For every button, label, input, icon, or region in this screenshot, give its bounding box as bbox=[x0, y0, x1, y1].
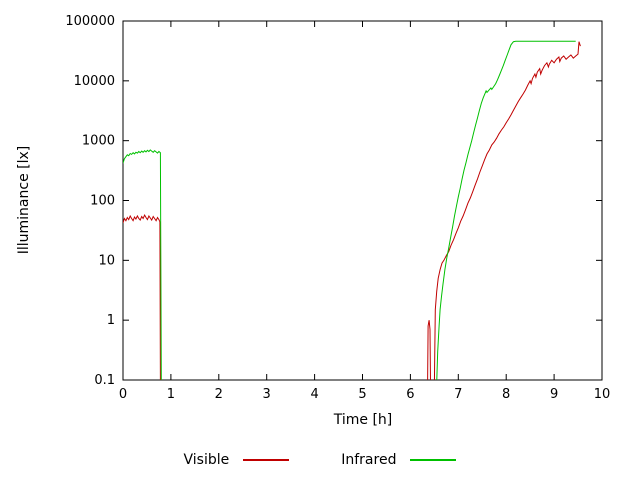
legend-item-visible: Visible bbox=[184, 452, 290, 468]
x-tick-label: 1 bbox=[167, 387, 175, 402]
y-tick-label: 0.1 bbox=[94, 373, 115, 388]
legend-item-infrared: Infrared bbox=[341, 452, 457, 468]
x-tick-label: 3 bbox=[263, 387, 271, 402]
x-tick-label: 4 bbox=[310, 387, 318, 402]
y-tick-label: 1 bbox=[107, 313, 115, 328]
x-tick-label: 0 bbox=[119, 387, 127, 402]
y-tick-label: 100 bbox=[90, 194, 115, 209]
legend-line-visible bbox=[243, 459, 290, 461]
plot-border bbox=[122, 20, 603, 381]
x-tick-label: 7 bbox=[454, 387, 462, 402]
x-tick-label: 6 bbox=[406, 387, 414, 402]
x-tick-label: 9 bbox=[550, 387, 558, 402]
x-tick-label: 2 bbox=[215, 387, 223, 402]
x-axis-title: Time [h] bbox=[333, 412, 393, 428]
series-line-infrared bbox=[123, 40, 576, 380]
legend: Visible Infrared bbox=[0, 452, 640, 468]
legend-label-infrared: Infrared bbox=[341, 452, 397, 468]
y-tick-label: 10 bbox=[98, 253, 115, 268]
x-tick-label: 10 bbox=[594, 387, 611, 402]
y-tick-label: 10000 bbox=[74, 74, 115, 89]
legend-line-infrared bbox=[410, 459, 457, 461]
y-tick-label: 1000 bbox=[82, 134, 115, 149]
x-tick-label: 5 bbox=[358, 387, 366, 402]
legend-label-visible: Visible bbox=[183, 452, 230, 468]
y-axis-title: Illuminance [lx] bbox=[16, 145, 32, 255]
y-tick-label: 100000 bbox=[65, 14, 115, 29]
x-tick-label: 8 bbox=[502, 387, 510, 402]
series-line-visible bbox=[123, 41, 581, 380]
